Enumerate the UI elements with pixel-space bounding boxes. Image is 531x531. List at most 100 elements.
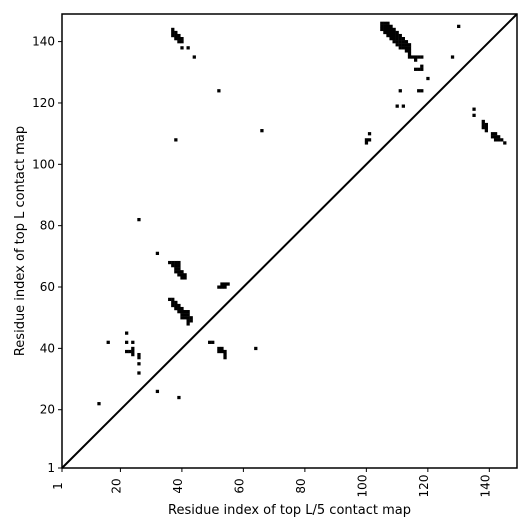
contact-point — [457, 24, 461, 29]
contact-point — [168, 297, 172, 302]
contact-point — [171, 297, 175, 302]
contact-point — [380, 27, 384, 32]
contact-point — [171, 27, 175, 32]
contact-point — [174, 30, 178, 35]
contact-point — [211, 340, 215, 344]
contact-point — [223, 352, 227, 357]
y-tick-label: 120 — [32, 96, 55, 110]
contact-point — [414, 67, 418, 71]
contact-point — [417, 67, 421, 71]
contact-point — [383, 30, 387, 35]
contact-point — [180, 37, 184, 41]
contact-point — [180, 316, 184, 320]
contact-point — [177, 260, 181, 265]
contact-point — [208, 340, 212, 344]
contact-point — [177, 303, 181, 308]
contact-point — [177, 273, 181, 277]
contact-point — [364, 141, 369, 145]
contact-point — [420, 64, 424, 68]
contact-point — [177, 306, 181, 311]
contact-point — [217, 89, 221, 93]
contact-point — [386, 24, 390, 29]
contact-point — [180, 270, 184, 274]
contact-point — [177, 40, 181, 44]
contact-point — [131, 346, 135, 351]
contact-point — [177, 37, 181, 41]
contact-point — [125, 349, 129, 354]
contact-point — [401, 37, 405, 41]
contact-point — [183, 273, 187, 277]
plot-area — [61, 13, 518, 469]
contact-point — [137, 217, 141, 222]
contact-point — [414, 58, 418, 62]
contact-point — [407, 52, 412, 56]
contact-point — [217, 346, 221, 351]
contact-point — [364, 138, 369, 142]
y-tick-label: 100 — [32, 157, 55, 171]
contact-point — [177, 395, 181, 400]
contact-point — [223, 282, 227, 286]
contact-point — [417, 55, 421, 59]
contact-point — [174, 37, 178, 41]
contact-point — [177, 264, 181, 268]
contact-point — [484, 122, 488, 127]
contact-point — [389, 37, 393, 41]
contact-point — [497, 135, 501, 139]
contact-point — [125, 340, 129, 344]
contact-point — [420, 67, 424, 71]
contact-point — [490, 135, 495, 139]
contact-point — [217, 349, 221, 354]
y-tick-label: 80 — [40, 219, 55, 233]
contact-point — [392, 27, 396, 32]
contact-point — [174, 260, 178, 265]
x-axis-label: Residue index of top L/5 contact map — [168, 503, 411, 518]
contact-point — [174, 33, 178, 38]
contact-point — [174, 306, 178, 311]
contact-point — [395, 30, 399, 35]
contact-point — [137, 352, 141, 357]
contact-point — [174, 138, 178, 142]
contact-point — [410, 55, 415, 59]
contact-point — [398, 37, 402, 41]
x-tick-label: 120 — [417, 475, 431, 498]
contact-point — [217, 285, 221, 289]
contact-point — [401, 40, 405, 44]
contact-point — [168, 260, 172, 265]
contact-point — [493, 132, 498, 136]
contact-point — [493, 138, 498, 142]
contact-point — [380, 21, 384, 25]
contact-point — [386, 33, 390, 38]
contact-point — [383, 21, 387, 25]
contact-point — [137, 362, 141, 366]
contact-point — [401, 43, 405, 47]
contact-point — [186, 313, 190, 317]
contact-point — [180, 46, 184, 50]
diagonal-line — [61, 13, 518, 469]
contact-point — [220, 346, 224, 351]
contact-point — [398, 46, 402, 50]
contact-point — [490, 132, 495, 136]
contact-point — [180, 306, 184, 311]
contact-point — [407, 55, 412, 59]
contact-point — [254, 346, 258, 351]
contact-point — [395, 37, 399, 41]
contact-point — [186, 310, 190, 314]
contact-point — [186, 46, 190, 50]
contact-point — [128, 349, 132, 354]
contact-point — [420, 89, 424, 93]
x-tick-label: 1 — [51, 482, 65, 490]
contact-point — [223, 349, 227, 354]
contact-point — [189, 316, 193, 320]
y-tick-label: 40 — [40, 341, 55, 355]
contact-point — [177, 267, 181, 271]
contact-point — [484, 129, 488, 133]
contact-point — [386, 30, 390, 35]
contact-point — [171, 303, 175, 308]
contact-point — [398, 89, 402, 93]
contact-point — [389, 30, 393, 35]
contact-point — [484, 125, 488, 130]
contact-point — [398, 33, 402, 38]
contact-point — [192, 55, 196, 59]
contact-point — [398, 43, 402, 47]
